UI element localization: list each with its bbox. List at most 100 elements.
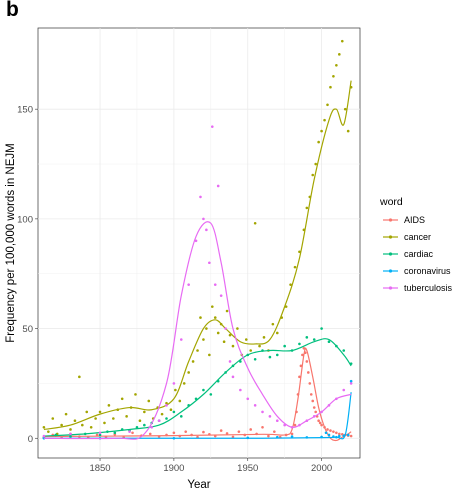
data-point-tuberculosis	[216, 184, 220, 188]
x-axis: 1850 1900 1950 2000	[89, 458, 332, 474]
data-point-cancer	[228, 333, 232, 337]
data-point-tuberculosis	[210, 125, 214, 129]
data-point-cancer	[216, 331, 220, 335]
data-point-cardiac	[275, 353, 279, 357]
legend-label-aids: AIDS	[404, 215, 425, 225]
data-point-cardiac	[342, 349, 346, 352]
data-point-cardiac	[172, 410, 176, 414]
plot-panel	[37, 27, 361, 459]
y-axis: 0 50 100 150	[17, 105, 38, 445]
data-point-aids	[172, 431, 176, 435]
data-point-cardiac	[268, 355, 272, 359]
data-point-aids	[237, 430, 241, 433]
data-point-cardiac	[98, 433, 102, 437]
data-point-cancer	[103, 421, 106, 425]
data-point-cancer	[69, 428, 72, 431]
legend-point-aids	[388, 218, 393, 222]
data-point-aids	[299, 364, 303, 368]
data-point-cancer	[213, 316, 217, 319]
data-point-tuberculosis	[165, 404, 168, 407]
data-point-aids	[349, 434, 353, 438]
data-point-cancer	[174, 388, 177, 392]
data-point-tuberculosis	[179, 338, 183, 341]
data-point-cancer	[199, 316, 202, 319]
data-point-aids	[308, 382, 312, 385]
data-point-cancer	[94, 417, 97, 420]
data-point-cancer	[275, 331, 279, 335]
data-point-aids	[293, 423, 297, 427]
data-point-aids	[219, 429, 223, 432]
data-point-cancer	[112, 417, 115, 420]
data-point-tuberculosis	[213, 283, 217, 286]
trend-line-cancer	[43, 80, 352, 431]
data-point-cancer	[143, 410, 146, 414]
legend-point-cardiac	[388, 252, 393, 256]
y-axis-title: Frequency per 100,000 words in NEJM	[5, 143, 17, 342]
data-point-aids	[184, 430, 188, 433]
data-point-cancer	[202, 338, 205, 341]
data-point-tuberculosis	[69, 432, 72, 436]
data-point-aids	[312, 406, 316, 409]
data-point-tuberculosis	[150, 425, 154, 429]
data-point-coronavirus	[327, 433, 331, 437]
data-point-cancer	[160, 412, 164, 416]
data-point-coronavirus	[290, 435, 294, 438]
trend-line-tuberculosis	[43, 221, 352, 440]
x-tick-label: 1950	[237, 463, 258, 474]
data-point-cancer	[98, 410, 102, 414]
data-point-coronavirus	[324, 431, 328, 435]
legend-label-cancer: cancer	[404, 232, 431, 242]
data-point-tuberculosis	[342, 388, 346, 392]
grid-lines	[38, 28, 360, 458]
data-point-cardiac	[283, 344, 286, 348]
data-point-cancer	[225, 309, 229, 313]
data-point-cancer	[187, 371, 190, 374]
data-point-aids	[261, 425, 264, 429]
data-point-cancer	[271, 322, 275, 326]
data-point-cancer	[42, 425, 46, 429]
data-point-cardiac	[179, 415, 183, 418]
data-point-coronavirus	[338, 434, 341, 438]
data-point-cardiac	[209, 393, 213, 396]
data-point-aids	[131, 431, 134, 435]
data-point-cancer	[249, 349, 252, 352]
data-point-aids	[249, 428, 252, 431]
data-point-coronavirus	[42, 436, 46, 440]
data-point-tuberculosis	[128, 430, 131, 433]
data-point-aids	[225, 432, 229, 435]
x-tick-label: 1850	[89, 463, 110, 474]
data-point-cardiac	[135, 425, 139, 429]
data-point-cancer	[343, 107, 347, 111]
y-tick-label: 0	[28, 434, 33, 445]
data-point-tuberculosis	[208, 261, 211, 265]
data-point-tuberculosis	[205, 228, 208, 232]
data-point-aids	[309, 393, 313, 396]
y-tick-label: 150	[17, 105, 33, 116]
data-point-cancer	[311, 173, 315, 177]
data-point-aids	[290, 432, 294, 436]
data-point-cancer	[205, 327, 208, 330]
series-tuberculosis	[42, 125, 353, 440]
data-point-cancer	[147, 399, 151, 403]
data-point-cardiac	[113, 431, 117, 435]
data-point-tuberculosis	[268, 415, 272, 418]
data-point-coronavirus	[349, 379, 353, 383]
data-point-cancer	[107, 404, 111, 407]
data-point-cancer	[165, 401, 168, 405]
data-point-tuberculosis	[172, 382, 176, 385]
data-point-tuberculosis	[98, 431, 102, 435]
data-point-aids	[326, 428, 329, 431]
data-point-cancer	[262, 336, 266, 339]
data-point-tuberculosis	[228, 360, 232, 363]
data-point-aids	[335, 431, 338, 435]
data-point-cardiac	[327, 340, 331, 344]
data-point-cancer	[64, 412, 68, 416]
data-point-cancer	[51, 417, 55, 420]
data-point-cancer	[120, 397, 124, 401]
data-point-aids	[231, 435, 235, 439]
legend-item-coronavirus: coronavirus	[383, 266, 451, 276]
data-point-cancer	[208, 353, 211, 357]
legend-item-aids: AIDS	[383, 215, 425, 225]
data-point-cardiac	[305, 336, 309, 339]
